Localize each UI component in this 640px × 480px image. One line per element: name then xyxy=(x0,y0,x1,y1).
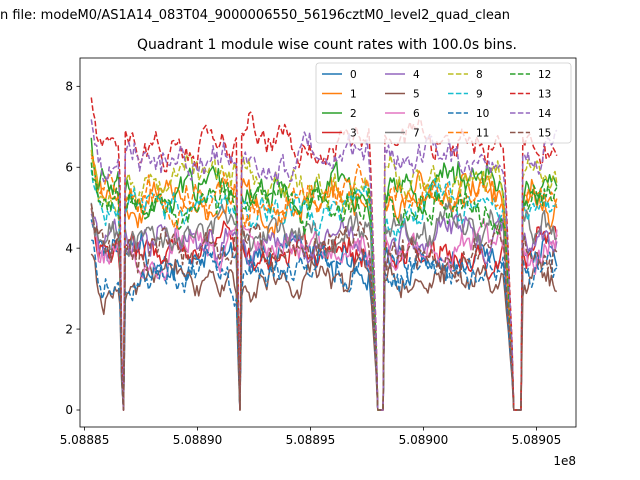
x-tick-label: 5.08890 xyxy=(173,433,223,447)
y-tick-label: 0 xyxy=(65,403,73,417)
x-tick-label: 5.08895 xyxy=(286,433,336,447)
x-axis-offset-label: 1e8 xyxy=(553,454,576,468)
series-line-15 xyxy=(90,203,558,411)
legend-label-11: 11 xyxy=(476,127,489,139)
axes: 5.08885 5.08890 5.08895 5.08900 5.08905 0 2 4 6 8 xyxy=(60,57,577,447)
legend-label-2: 2 xyxy=(350,108,357,120)
legend-label-12: 12 xyxy=(538,69,551,81)
plot-area xyxy=(90,97,558,411)
y-tick-label: 8 xyxy=(65,80,73,94)
legend-label-7: 7 xyxy=(413,127,420,139)
legend-label-5: 5 xyxy=(413,88,420,100)
series-line-11 xyxy=(90,155,558,411)
legend-label-3: 3 xyxy=(350,127,357,139)
series-line-4 xyxy=(90,213,558,411)
x-tick-label: 5.08885 xyxy=(60,433,110,447)
chart-title: Quadrant 1 module wise count rates with … xyxy=(137,37,517,53)
legend-label-9: 9 xyxy=(476,88,483,100)
series-line-9 xyxy=(90,169,558,411)
series-line-14 xyxy=(90,119,558,411)
x-tick-label: 5.08905 xyxy=(512,433,562,447)
legend-label-0: 0 xyxy=(350,69,357,81)
legend-label-14: 14 xyxy=(538,108,552,120)
legend-box xyxy=(315,62,572,144)
legend-label-1: 1 xyxy=(350,88,357,100)
series-line-6 xyxy=(91,217,558,411)
series-line-12 xyxy=(90,162,558,411)
series-line-13 xyxy=(90,97,558,411)
legend-label-15: 15 xyxy=(538,127,551,139)
y-tick-label: 2 xyxy=(65,322,73,336)
x-tick-label: 5.08900 xyxy=(399,433,449,447)
legend-label-6: 6 xyxy=(413,108,420,120)
legend-label-10: 10 xyxy=(476,108,489,120)
series-line-8 xyxy=(90,149,558,411)
legend-label-13: 13 xyxy=(538,88,551,100)
legend-label-4: 4 xyxy=(413,69,420,81)
y-tick-label: 4 xyxy=(65,241,73,255)
axes-frame xyxy=(79,57,577,428)
legend-label-8: 8 xyxy=(476,69,483,81)
y-tick-label: 6 xyxy=(65,160,73,174)
series-line-10 xyxy=(91,239,558,411)
figure-suptitle: n file: modeM0/AS1A14_083T04_9000006550_… xyxy=(0,8,510,23)
